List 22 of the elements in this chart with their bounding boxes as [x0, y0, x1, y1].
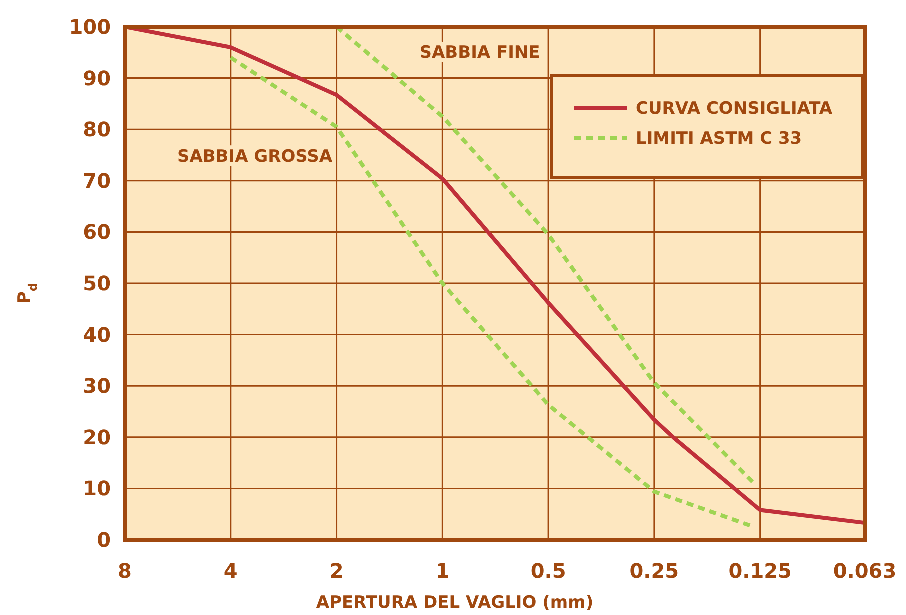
y-tick-label: 100 [69, 15, 111, 39]
legend-label: LIMITI ASTM C 33 [636, 129, 802, 149]
x-tick-label: 8 [118, 559, 132, 583]
x-tick-label: 4 [224, 559, 238, 583]
y-tick-label: 10 [83, 476, 111, 501]
y-tick-label: 60 [83, 220, 111, 244]
y-tick-label: 80 [83, 118, 111, 142]
x-axis-title: APERTURA DEL VAGLIO (mm) [316, 593, 594, 613]
legend-label: CURVA CONSIGLIATA [636, 99, 834, 119]
y-tick-label: 30 [83, 374, 111, 398]
x-tick-label: 0.25 [630, 559, 680, 583]
y-tick-label: 90 [83, 66, 111, 90]
x-tick-label: 0.063 [833, 559, 897, 583]
y-tick-label: 0 [97, 528, 111, 552]
y-tick-label: 70 [83, 168, 111, 193]
y-tick-label: 40 [83, 322, 111, 347]
x-tick-label: 2 [330, 559, 344, 583]
x-tick-label: 1 [436, 559, 450, 583]
y-tick-label: 50 [83, 272, 111, 296]
y-tick-label: 20 [83, 425, 111, 450]
x-tick-label: 0.5 [530, 559, 566, 583]
x-tick-label: 0.125 [728, 559, 792, 583]
